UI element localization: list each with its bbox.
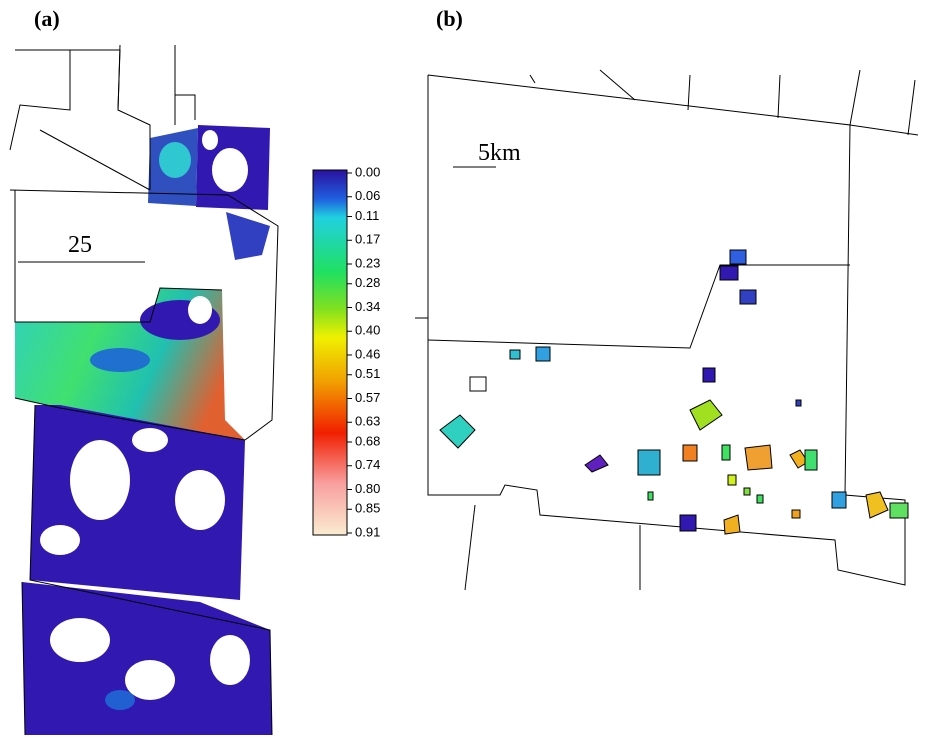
boundaries-a-part [175,95,195,120]
colorbar-tick-label: 0.80 [355,481,380,496]
field-patches-part [724,515,740,534]
colorbar-tick-label: 0.91 [355,524,380,539]
field-patches-part [757,495,763,503]
colorbar-tick-label: 0.74 [355,457,380,472]
field-patches-part [720,266,738,280]
field-patches-part [470,377,486,391]
scale-label: 25 [68,232,92,258]
colorbar-tick-label: 0.40 [355,323,380,338]
field-patches-part [832,492,846,508]
field-patches-part [730,250,746,264]
map-a-part [175,470,225,530]
colorbar-tick-label: 0.57 [355,390,380,405]
boundaries-b-part [688,75,690,110]
field-patches-part [638,450,660,475]
field-patches-part [648,492,653,500]
colorbar-tick-label: 0.85 [355,501,380,516]
colorbar-ticks: 0.00 0.06 0.11 0.17 0.23 0.28 0.34 0.40 0.46 0.51… [347,164,380,539]
colorbar [313,170,347,535]
colorbar-tick-label: 0.11 [355,208,379,223]
figure: (a) (b) 25 [0,0,938,740]
field-patches-part [536,347,550,361]
boundaries-b-part [428,265,850,348]
boundaries-b-part [530,75,535,83]
field-patches-part [722,445,730,460]
colorbar-tick-label: 0.63 [355,414,380,429]
colorbar-tick-label: 0.34 [355,299,380,314]
map-a-part [132,428,168,452]
colorbar-tick-label: 0.28 [355,275,380,290]
colorbar-tick-label: 0.46 [355,346,380,361]
map-a-part [90,348,150,372]
map-a-part [50,618,110,662]
colorbar-tick-label: 0.06 [355,188,380,203]
colorbar-tick-label: 0.17 [355,232,380,247]
panel-label: (a) [34,6,60,31]
boundaries-b-part [465,505,475,590]
boundaries-b-part [778,75,780,118]
map-a-part [202,130,218,150]
map-a [15,125,278,735]
map-a-part [159,142,191,178]
field-patches-part [890,503,908,518]
field-patches-part [683,445,697,461]
colorbar-tick-label: 0.51 [355,366,380,381]
boundaries-a-part [70,50,150,190]
colorbar-tick-label: 0.23 [355,255,380,270]
field-patches-part [866,492,888,518]
boundaries-a-part [118,45,120,110]
map-a-part [70,440,130,520]
field-patches-part [745,445,772,470]
map-a-part [105,690,135,710]
field-patches-part [440,415,475,448]
field-patches-part [740,290,756,304]
map-a-part [210,635,250,685]
field-patches-part [805,450,817,470]
scale-label: 5km [478,140,521,166]
map-a-part [212,148,248,192]
field-patches-part [510,350,520,359]
panel-label: (b) [436,6,463,31]
colorbar-tick-label: 0.68 [355,433,380,448]
field-patches-part [792,510,800,518]
boundaries-a-part [40,130,150,190]
field-patches [440,250,908,534]
field-patches-part [744,488,750,495]
map-a-part [125,660,175,700]
field-patches-part [703,368,715,382]
field-patches-part [796,400,801,406]
field-patches-part [728,475,736,485]
map-a-part [188,296,212,324]
boundaries-b-part [908,80,915,135]
boundaries-a-part [10,50,70,150]
field-patches-part [585,455,608,472]
boundaries-b-part [850,70,860,125]
field-patches-part [680,515,696,531]
field-patches-part [690,400,722,430]
colorbar-tick-label: 0.00 [355,164,380,179]
map-a-part [40,525,80,555]
